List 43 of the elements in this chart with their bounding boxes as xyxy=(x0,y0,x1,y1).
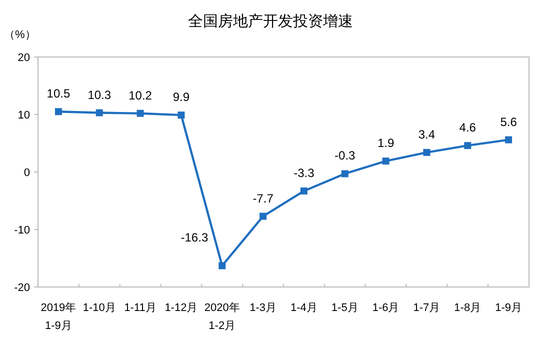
data-label: 5.6 xyxy=(500,114,518,129)
point xyxy=(382,158,390,165)
x-tick-label: 1-10月 xyxy=(82,302,116,314)
data-label: 1.9 xyxy=(377,136,394,150)
chart-title: 全国房地产开发投资增速 xyxy=(188,13,353,30)
data-label: -7.7 xyxy=(252,191,274,206)
y-axis-title: （%） xyxy=(4,29,36,41)
point xyxy=(505,136,512,144)
x-tick-label: 1-8月 xyxy=(454,302,482,314)
point xyxy=(54,108,62,116)
data-label: 10.5 xyxy=(46,86,70,101)
y-tick-label: -20 xyxy=(14,282,30,294)
x-tick-label: 1-3月 xyxy=(250,302,276,314)
data-label: 4.6 xyxy=(459,120,476,135)
point xyxy=(464,142,472,150)
point xyxy=(423,148,430,156)
data-label: -16.3 xyxy=(180,230,208,245)
x-tick-label: 1-7月 xyxy=(413,302,440,314)
point xyxy=(96,109,103,116)
y-tick-label: 20 xyxy=(18,52,30,64)
x-tick-label: 1-12月 xyxy=(164,302,198,314)
data-label: 10.3 xyxy=(88,88,112,102)
data-label: 3.4 xyxy=(418,127,436,142)
point xyxy=(300,187,308,194)
x-tick-label: 1-4月 xyxy=(290,302,318,314)
x-tick-label: 1-9月 xyxy=(495,302,522,314)
x-tick-label: 2019年 1-9月 xyxy=(40,302,76,332)
point xyxy=(260,212,267,220)
point xyxy=(218,262,226,270)
x-tick-label: 1-11月 xyxy=(124,302,156,314)
point xyxy=(136,110,144,117)
x-tick-label: 1-5月 xyxy=(331,302,358,314)
point xyxy=(341,170,348,178)
data-label: -3.3 xyxy=(294,166,315,180)
y-tick-label: 0 xyxy=(24,167,30,179)
data-label: 9.9 xyxy=(172,90,190,104)
point xyxy=(178,112,185,119)
x-tick-label: 2020年 1-2月 xyxy=(204,302,240,332)
data-label: -0.3 xyxy=(334,148,356,163)
y-tick-label: -10 xyxy=(14,224,30,236)
data-label: 10.2 xyxy=(128,88,152,102)
x-tick-label: 1-6月 xyxy=(372,302,400,314)
y-tick-label: 10 xyxy=(18,110,30,122)
